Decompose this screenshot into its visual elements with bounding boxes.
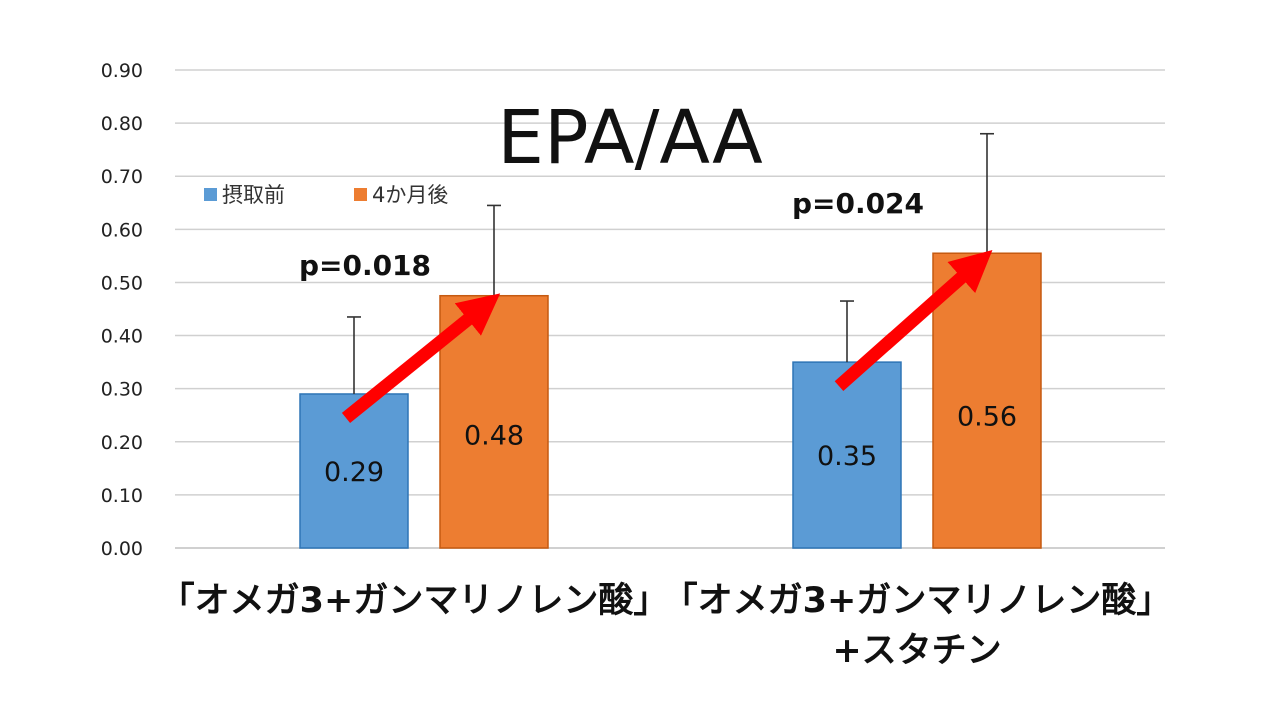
category-labels: 「オメガ3+ガンマリノレン酸」「オメガ3+ガンマリノレン酸」 +スタチン [160,581,1172,671]
p-value-annotations: p=0.018 p=0.024 [299,187,924,282]
bar-value-labels: 0.29 0.35 0.48 0.56 [324,401,1017,488]
chart-title: EPA/AA [497,95,763,181]
y-tick-label: 0.40 [101,326,143,348]
y-tick-label: 0.10 [101,485,143,507]
bar-value-label: 0.56 [957,401,1017,432]
bar-after-0 [439,294,549,549]
category-label: 「オメガ3+ガンマリノレン酸」 [160,581,669,621]
y-tick-label: 0.80 [101,113,143,135]
y-tick-label: 0.50 [101,272,143,294]
bar-value-label: 0.35 [817,441,877,472]
legend-label-after: 4か月後 [372,183,448,207]
y-tick-label: 0.00 [101,538,143,560]
y-tick-label: 0.90 [101,60,143,82]
increase-arrows [341,249,993,424]
bar-before-1 [792,361,902,549]
bar-value-label: 0.48 [464,420,524,451]
y-tick-label: 0.60 [101,219,143,241]
increase-arrow-0 [341,293,501,424]
legend-swatch-before [204,188,217,201]
p-value-label: p=0.024 [792,187,924,220]
y-tick-label: 0.70 [101,166,143,188]
category-label: 「オメガ3+ガンマリノレン酸」 [663,581,1172,621]
bar-value-label: 0.29 [324,457,384,488]
error-bars [347,132,994,394]
y-axis-tick-labels: 0.00 0.10 0.20 0.30 0.40 0.50 0.60 0.70 0.80 0.90 [101,60,143,560]
y-tick-label: 0.30 [101,379,143,401]
legend-swatch-after [354,188,367,201]
y-tick-label: 0.20 [101,432,143,454]
legend-label-before: 摂取前 [222,183,285,207]
bar-after-1 [932,252,1042,549]
increase-arrow-1 [834,249,993,391]
p-value-label: p=0.018 [299,249,431,282]
legend: 摂取前 4か月後 [204,183,448,207]
category-label: +スタチン [832,631,1001,671]
